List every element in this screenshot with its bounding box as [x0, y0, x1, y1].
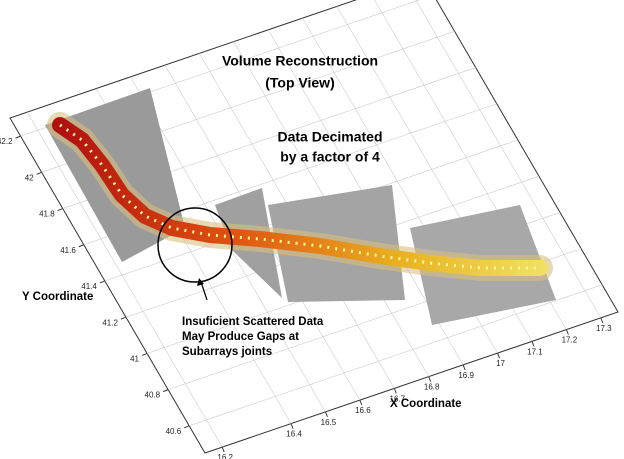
chart: 16.216.416.516.616.716.816.91717.117.217… [0, 0, 624, 459]
x-tick-label: 17.1 [527, 347, 543, 356]
chart-subtitle: (Top View) [265, 75, 334, 91]
tick-mark [601, 318, 603, 323]
x-tick-label: 17.2 [562, 336, 578, 345]
tick-mark [163, 390, 168, 392]
tick-mark [222, 447, 224, 452]
tick-mark [566, 330, 568, 335]
y-tick-label: 40.6 [166, 427, 182, 436]
tick-mark [291, 424, 293, 429]
annotation: May Produce Gaps at [182, 331, 299, 343]
y-tick-label: 41.8 [39, 210, 55, 219]
x-tick-label: 16.5 [321, 418, 337, 427]
x-tick-label: 16.8 [424, 383, 440, 392]
annotation: Data Decimated [277, 129, 382, 145]
y-tick-label: 40.8 [145, 391, 161, 400]
tick-mark [429, 377, 431, 382]
tick-mark [498, 353, 500, 358]
tick-mark [184, 426, 189, 428]
x-tick-label: 16.4 [286, 430, 302, 439]
x-tick-label: 16.6 [355, 406, 371, 415]
x-axis-label: X Coordinate [390, 398, 462, 410]
tick-mark [79, 245, 84, 247]
tick-mark [16, 136, 21, 138]
tick-mark [58, 209, 63, 211]
y-tick-label: 41 [130, 355, 139, 364]
tick-mark [463, 365, 465, 370]
y-tick-label: 41.2 [102, 318, 118, 327]
x-tick-label: 17.3 [596, 324, 612, 333]
tick-mark [37, 172, 42, 174]
x-tick-label: 17 [496, 359, 505, 368]
tick-mark [142, 353, 147, 355]
tick-mark [325, 412, 327, 417]
y-tick-label: 42.2 [0, 137, 13, 146]
y-tick-label: 41.6 [60, 246, 76, 255]
tick-mark [100, 281, 105, 283]
tick-mark [394, 388, 396, 393]
chart-title: Volume Reconstruction [222, 53, 378, 69]
y-axis-label: Y Coordinate [22, 291, 93, 303]
tick-mark [532, 341, 534, 346]
annotation: Subarrays joints [182, 346, 272, 358]
x-tick-label: 16.2 [217, 453, 233, 459]
y-tick-label: 42 [25, 173, 34, 182]
y-tick-label: 41.4 [81, 282, 97, 291]
annotation: Insuficient Scattered Data [182, 316, 324, 328]
tick-mark [360, 400, 362, 405]
annotation: by a factor of 4 [280, 149, 380, 165]
tick-mark [121, 317, 126, 319]
x-tick-label: 16.9 [458, 371, 474, 380]
